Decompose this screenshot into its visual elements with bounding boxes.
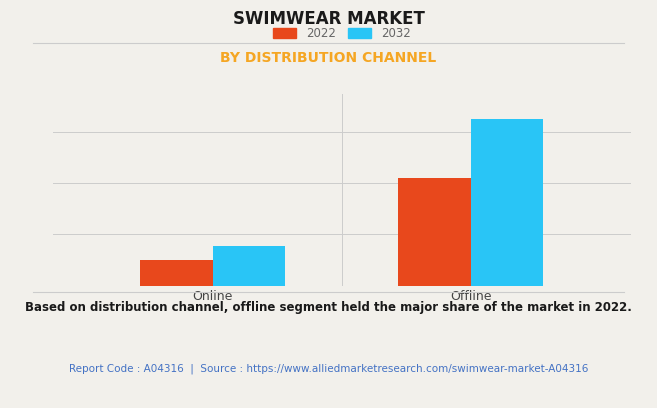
Bar bbox=[141, 260, 213, 286]
Text: Report Code : A04316  |  Source : https://www.alliedmarketresearch.com/swimwear-: Report Code : A04316 | Source : https://… bbox=[69, 363, 588, 374]
Bar bbox=[470, 120, 543, 286]
Legend: 2022, 2032: 2022, 2032 bbox=[273, 27, 411, 40]
Bar bbox=[398, 178, 470, 286]
Text: SWIMWEAR MARKET: SWIMWEAR MARKET bbox=[233, 10, 424, 28]
Text: Based on distribution channel, offline segment held the major share of the marke: Based on distribution channel, offline s… bbox=[25, 301, 632, 314]
Bar bbox=[213, 246, 285, 286]
Text: BY DISTRIBUTION CHANNEL: BY DISTRIBUTION CHANNEL bbox=[220, 51, 437, 65]
